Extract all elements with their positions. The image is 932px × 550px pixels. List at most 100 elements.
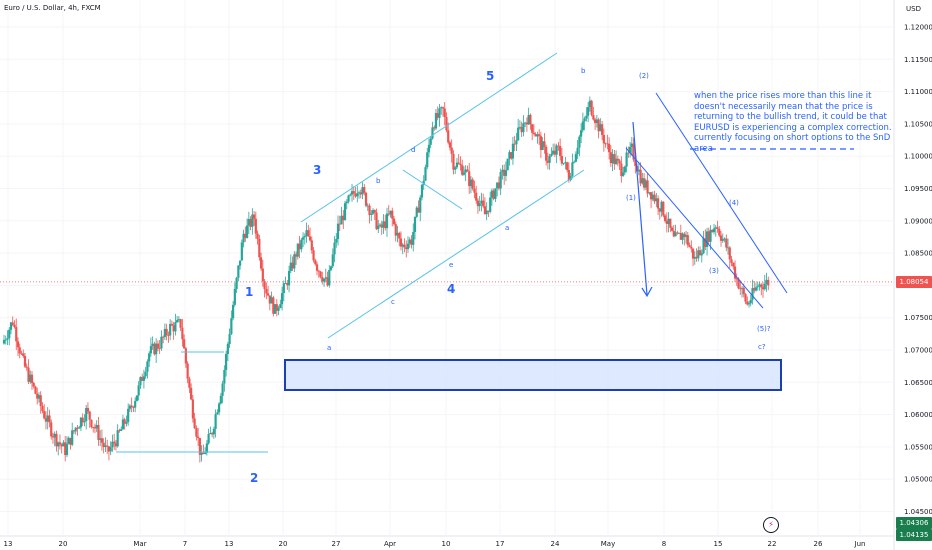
last-price-label: 1.08054 xyxy=(896,276,932,288)
candle-body xyxy=(357,192,361,194)
candle-body xyxy=(162,336,165,338)
candle-body xyxy=(765,279,768,284)
y-tick-label: 1.06000 xyxy=(904,411,932,419)
channel-upper-line xyxy=(300,52,558,223)
candle-body xyxy=(459,163,462,166)
candle-body xyxy=(319,271,322,278)
candle-body xyxy=(100,438,104,443)
candle-body xyxy=(167,335,170,336)
candle-body xyxy=(760,284,763,288)
candle-body xyxy=(368,205,371,215)
candle-body xyxy=(139,377,142,386)
candle-body xyxy=(46,415,49,422)
candle-body xyxy=(58,442,62,445)
lightning-icon[interactable]: ⚡ xyxy=(763,517,779,533)
candle-body xyxy=(496,182,499,189)
candle-body xyxy=(656,198,660,209)
candle-body xyxy=(695,256,698,259)
x-tick-label: Apr xyxy=(384,540,396,548)
candle-body xyxy=(448,142,452,148)
candle-body xyxy=(639,169,642,184)
candle-body xyxy=(587,107,590,116)
falling-channel-upper xyxy=(655,92,788,294)
candle-body xyxy=(331,254,334,267)
candle-body xyxy=(132,407,135,408)
wave-label-c: c xyxy=(391,298,395,306)
candle-body xyxy=(389,210,392,215)
x-tick-label: 22 xyxy=(768,540,777,548)
candle-body xyxy=(433,127,436,129)
candle-body xyxy=(27,367,30,382)
candle-body xyxy=(359,192,362,195)
candle-body xyxy=(576,147,579,155)
candle-body xyxy=(113,441,116,444)
candle-body xyxy=(553,150,556,155)
candle-body xyxy=(662,201,665,216)
candle-body xyxy=(41,406,44,411)
wave-label-a2: a xyxy=(505,224,510,232)
candle-body xyxy=(315,264,319,271)
candle-body xyxy=(48,415,51,423)
candle-body xyxy=(608,143,611,153)
candle-body xyxy=(127,408,130,423)
candle-body xyxy=(322,278,326,282)
candle-body xyxy=(660,201,663,212)
y-tick-label: 1.05000 xyxy=(904,476,932,484)
candle-body xyxy=(431,127,434,139)
candle-body xyxy=(532,132,536,135)
candle-body xyxy=(434,113,438,129)
candle-body xyxy=(43,410,46,419)
candle-body xyxy=(273,304,277,314)
wave-label-i5: (5)? xyxy=(757,325,771,333)
x-tick-label: 8 xyxy=(662,540,666,548)
candle-body xyxy=(494,188,497,199)
candle-body xyxy=(392,218,396,225)
candle-body xyxy=(53,433,56,438)
candle-body xyxy=(114,443,118,447)
candle-body xyxy=(190,387,193,400)
candle-body xyxy=(95,424,98,429)
candle-body xyxy=(197,436,200,439)
wave-label-5: 5 xyxy=(486,69,495,83)
candle-body xyxy=(97,424,100,440)
candle-body xyxy=(380,224,383,228)
y-tick-label: 1.12000 xyxy=(904,24,932,32)
candle-body xyxy=(216,412,219,415)
candle-body xyxy=(303,236,306,238)
candle-body xyxy=(104,445,107,448)
candle-body xyxy=(642,178,646,188)
y-tick-label: 1.05500 xyxy=(904,443,932,451)
candle-body xyxy=(464,169,467,173)
candle-body xyxy=(177,319,180,321)
candle-body xyxy=(286,283,289,286)
candle-body xyxy=(65,444,69,456)
candle-body xyxy=(482,200,485,207)
candle-body xyxy=(163,328,166,337)
candle-body xyxy=(571,162,574,176)
candle-body xyxy=(679,232,682,240)
candle-body xyxy=(226,344,229,355)
candle-body xyxy=(454,167,457,170)
candle-body xyxy=(338,223,341,225)
candle-body xyxy=(202,452,205,454)
candle-body xyxy=(78,427,81,429)
x-tick-label: 20 xyxy=(59,540,68,548)
y-tick-label: 1.09000 xyxy=(904,217,932,225)
candle-body xyxy=(328,269,331,286)
candle-body xyxy=(79,417,83,428)
candle-body xyxy=(564,162,567,164)
candle-body xyxy=(6,338,9,340)
candle-body xyxy=(742,287,745,295)
candle-body xyxy=(394,224,397,236)
candle-body xyxy=(746,301,749,305)
candle-body xyxy=(364,192,368,206)
x-tick-label: May xyxy=(601,540,615,548)
candle-body xyxy=(184,348,187,364)
candle-body xyxy=(546,160,549,163)
candle-body xyxy=(462,172,466,175)
x-tick-label: 27 xyxy=(332,540,341,548)
candle-body xyxy=(183,339,186,349)
candle-body xyxy=(282,283,285,294)
candle-body xyxy=(667,218,670,224)
